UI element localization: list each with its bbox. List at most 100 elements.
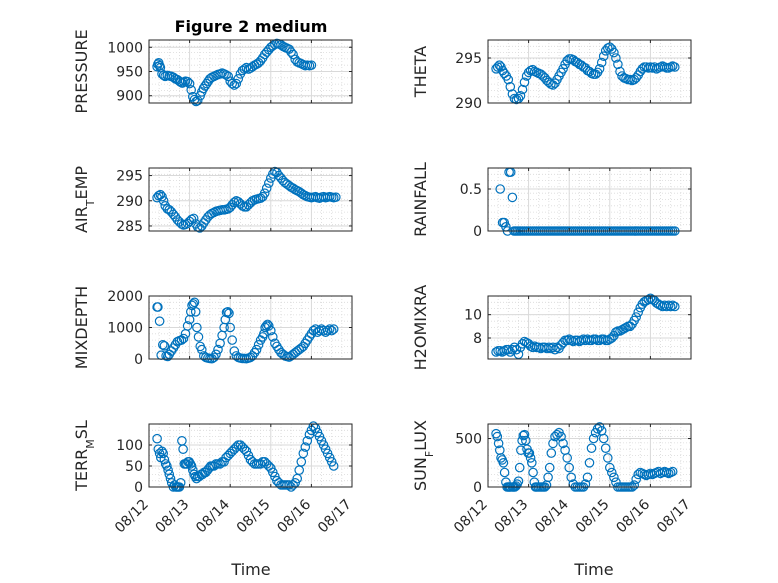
data-point	[556, 431, 566, 442]
data-point	[193, 332, 204, 342]
data-point	[158, 196, 169, 206]
data-point	[229, 197, 240, 208]
data-point	[155, 62, 166, 73]
data-point	[546, 448, 557, 458]
x-tick-label: 08/17	[315, 497, 355, 537]
y-tick-label: 8	[473, 331, 482, 347]
data-point	[159, 340, 170, 351]
x-tick-label: 08/15	[234, 497, 274, 537]
data-point	[328, 461, 339, 471]
y-axis-label: SUNFLUX	[411, 420, 436, 491]
data-point	[164, 469, 175, 480]
subplot-theta: 290 295 THETA	[411, 39, 692, 112]
y-tick-label: 1000	[107, 40, 143, 56]
y-tick-label: 0	[473, 480, 482, 496]
data-point	[509, 342, 520, 353]
data-point	[631, 312, 641, 322]
y-axis-label: THETA	[411, 46, 430, 98]
data-point	[200, 81, 210, 91]
data-point	[322, 325, 333, 336]
y-tick-label: 2000	[107, 289, 143, 305]
data-point	[525, 453, 536, 463]
data-point	[558, 438, 568, 449]
y-tick-label: 0	[134, 352, 143, 368]
data-point	[580, 479, 591, 489]
subplot-terr-msl: 0 50 100 08/12 08/13 08/14 08/15 08/16 08/17 TERR…	[72, 420, 355, 536]
y-axis-label: TERRMSL	[72, 420, 97, 492]
data-point	[519, 77, 530, 88]
data-point	[518, 430, 529, 441]
data-point	[611, 327, 621, 337]
axes-box	[148, 167, 353, 232]
axes-box	[148, 423, 353, 488]
y-tick-label: 295	[116, 169, 143, 185]
data-point	[514, 462, 525, 473]
y-axis-label: RAINFALL	[411, 162, 430, 237]
data-point	[263, 178, 274, 188]
data-point	[178, 333, 189, 344]
data-point	[286, 47, 296, 57]
data-point	[665, 301, 676, 312]
subplot-air-temp: 285 290 295 AIRTEMP	[72, 166, 353, 235]
y-tick-label: 285	[116, 219, 143, 235]
y-axis-label: PRESSURE	[72, 29, 91, 113]
data-point	[197, 344, 207, 355]
data-point	[548, 438, 558, 449]
data-point	[564, 462, 574, 473]
data-point	[496, 453, 506, 463]
data-point	[158, 448, 168, 459]
data-point	[558, 64, 568, 74]
data-point	[233, 74, 244, 84]
y-tick-label: 950	[116, 65, 143, 81]
data-point	[201, 78, 212, 89]
subplot-pressure: 900 950 1000 PRESSURE	[72, 29, 353, 114]
y-tick-label: 1000	[107, 321, 143, 337]
data-point	[267, 332, 278, 342]
data-point	[609, 47, 619, 58]
data-point	[596, 57, 607, 68]
data-point	[163, 465, 173, 475]
data-point	[182, 76, 193, 87]
data-point	[298, 448, 309, 459]
data-point	[519, 429, 530, 440]
data-point	[633, 307, 643, 318]
y-tick-label: 50	[125, 459, 143, 475]
data-point	[302, 435, 313, 446]
data-point	[606, 467, 617, 478]
data-point	[507, 192, 518, 203]
subplot-mixdepth: 0 1000 2000 MIXDEPTH	[72, 286, 353, 369]
data-point	[528, 467, 538, 478]
data-point	[503, 74, 514, 85]
data-point	[600, 443, 611, 453]
x-axis-label-left: Time	[230, 560, 270, 579]
data-point	[517, 435, 527, 446]
x-tick-label: 08/14	[532, 496, 572, 536]
data-point	[190, 306, 201, 317]
data-point	[153, 302, 163, 312]
data-point	[261, 183, 272, 193]
data-point	[231, 78, 242, 89]
data-point	[198, 83, 209, 94]
x-tick-label: 08/12	[451, 497, 491, 537]
data-point	[159, 454, 170, 465]
data-point	[157, 69, 167, 79]
data-point	[155, 189, 166, 200]
data-point	[152, 433, 162, 444]
data-point	[189, 297, 200, 308]
data-point	[188, 465, 198, 475]
data-point	[324, 324, 335, 334]
figure-title: Figure 2 medium	[175, 17, 328, 36]
data-point	[175, 77, 186, 87]
data-point	[182, 321, 193, 331]
data-point	[598, 433, 609, 444]
axes-box	[487, 423, 692, 488]
data-point	[517, 84, 528, 95]
data-point	[495, 184, 505, 194]
subplot-h2omixra: 8 10 H2OMIXRA	[411, 285, 692, 370]
x-tick-label: 08/13	[492, 497, 532, 537]
data-point	[643, 294, 654, 305]
data-point	[544, 462, 555, 473]
data-point	[158, 70, 169, 81]
data-point	[586, 443, 597, 453]
data-point	[265, 325, 276, 336]
